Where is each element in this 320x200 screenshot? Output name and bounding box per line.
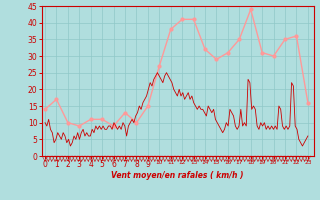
X-axis label: Vent moyen/en rafales ( km/h ): Vent moyen/en rafales ( km/h )	[111, 171, 244, 180]
